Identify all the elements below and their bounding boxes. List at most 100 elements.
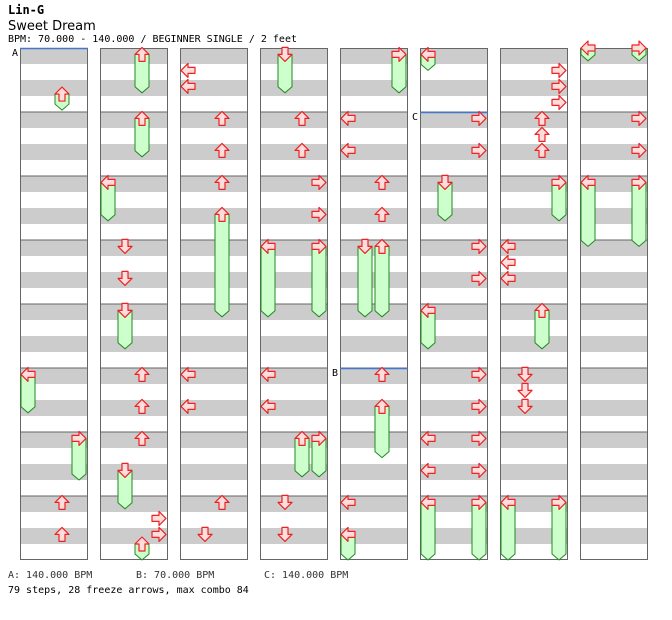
beat-stripe bbox=[100, 80, 168, 96]
beat-stripe bbox=[180, 272, 248, 288]
beat-stripe bbox=[340, 304, 408, 320]
beat-stripe bbox=[180, 368, 248, 384]
up-arrow-icon bbox=[374, 238, 390, 254]
beat-stripe bbox=[100, 464, 168, 480]
beat-stripe bbox=[580, 176, 648, 192]
beat-stripe bbox=[20, 144, 88, 160]
down-arrow-icon bbox=[117, 270, 133, 286]
left-arrow-icon bbox=[260, 398, 276, 414]
left-arrow-icon bbox=[180, 366, 196, 382]
beat-stripe bbox=[20, 368, 88, 384]
left-arrow-icon bbox=[180, 398, 196, 414]
up-arrow-icon bbox=[534, 110, 550, 127]
beat-stripe bbox=[260, 400, 328, 416]
left-arrow-icon bbox=[500, 254, 516, 270]
up-arrow-icon bbox=[374, 206, 390, 222]
up-arrow-icon bbox=[134, 110, 150, 127]
beat-stripe bbox=[20, 304, 88, 320]
right-arrow-icon bbox=[471, 142, 487, 158]
left-arrow-icon bbox=[580, 40, 596, 56]
left-arrow-icon bbox=[180, 78, 196, 95]
beat-stripe bbox=[20, 432, 88, 448]
beat-stripe bbox=[20, 48, 88, 64]
right-arrow-icon bbox=[551, 78, 567, 95]
up-arrow-icon bbox=[134, 398, 150, 414]
beat-stripe bbox=[420, 272, 488, 288]
left-arrow-icon bbox=[420, 462, 436, 478]
beat-stripe bbox=[180, 240, 248, 256]
right-arrow-icon bbox=[471, 270, 487, 286]
beat-stripe bbox=[340, 464, 408, 480]
right-arrow-icon bbox=[471, 238, 487, 254]
beat-stripe bbox=[100, 336, 168, 352]
freeze-arrow bbox=[374, 405, 390, 459]
beat-stripe bbox=[260, 336, 328, 352]
left-arrow-icon bbox=[580, 174, 596, 190]
beat-stripe bbox=[340, 80, 408, 96]
right-arrow-icon bbox=[471, 430, 487, 446]
beat-stripe bbox=[340, 144, 408, 160]
beat-stripe bbox=[260, 496, 328, 512]
beat-stripe bbox=[260, 208, 328, 224]
beat-stripe bbox=[20, 240, 88, 256]
beat-stripe bbox=[180, 528, 248, 544]
beat-stripe bbox=[500, 48, 568, 64]
beat-stripe bbox=[260, 240, 328, 256]
beat-stripe bbox=[500, 432, 568, 448]
beat-stripe bbox=[20, 112, 88, 128]
beat-stripe bbox=[420, 208, 488, 224]
bpm-change-label: C bbox=[412, 112, 418, 123]
right-arrow-icon bbox=[471, 494, 487, 510]
up-arrow-icon bbox=[214, 174, 230, 190]
right-arrow-icon bbox=[471, 462, 487, 478]
beat-stripe bbox=[340, 272, 408, 288]
left-arrow-icon bbox=[260, 366, 276, 382]
up-arrow-icon bbox=[534, 142, 550, 158]
freeze-arrow bbox=[357, 245, 373, 318]
right-arrow-icon bbox=[551, 494, 567, 510]
left-arrow-icon bbox=[420, 302, 436, 318]
column-border bbox=[180, 48, 248, 560]
left-arrow-icon bbox=[20, 366, 36, 382]
beat-stripe bbox=[500, 368, 568, 384]
beat-stripe bbox=[180, 496, 248, 512]
freeze-arrow bbox=[551, 501, 567, 561]
beat-stripe bbox=[500, 272, 568, 288]
bpm-legend-c: C: 140.000 BPM bbox=[264, 570, 349, 581]
right-arrow-icon bbox=[551, 174, 567, 190]
right-arrow-icon bbox=[71, 430, 87, 446]
freeze-arrow bbox=[374, 245, 390, 318]
beat-stripe bbox=[420, 336, 488, 352]
beat-stripe bbox=[20, 272, 88, 288]
freeze-arrow bbox=[214, 213, 230, 318]
beat-stripe bbox=[420, 432, 488, 448]
song-title: Sweet Dream bbox=[8, 19, 96, 34]
right-arrow-icon bbox=[311, 238, 327, 254]
beat-stripe bbox=[580, 48, 648, 64]
right-arrow-icon bbox=[311, 174, 327, 190]
beat-stripe bbox=[20, 80, 88, 96]
beat-stripe bbox=[180, 400, 248, 416]
left-arrow-icon bbox=[340, 494, 356, 510]
left-arrow-icon bbox=[260, 238, 276, 254]
left-arrow-icon bbox=[340, 110, 356, 127]
freeze-arrow bbox=[580, 181, 596, 248]
beat-stripe bbox=[420, 48, 488, 64]
beat-stripe bbox=[500, 176, 568, 192]
beat-stripe bbox=[500, 496, 568, 512]
down-arrow-icon bbox=[117, 238, 133, 254]
beat-stripe bbox=[180, 432, 248, 448]
up-arrow-icon bbox=[134, 46, 150, 63]
beat-stripe bbox=[500, 240, 568, 256]
up-arrow-icon bbox=[54, 86, 70, 102]
bpm-change-label: B bbox=[332, 368, 338, 379]
beat-stripe bbox=[420, 496, 488, 512]
beat-stripe bbox=[420, 80, 488, 96]
beat-stripe bbox=[580, 208, 648, 224]
up-arrow-icon bbox=[294, 430, 310, 446]
beat-stripe bbox=[260, 176, 328, 192]
beat-stripe bbox=[340, 48, 408, 64]
beat-stripe bbox=[260, 48, 328, 64]
beat-stripe bbox=[580, 336, 648, 352]
